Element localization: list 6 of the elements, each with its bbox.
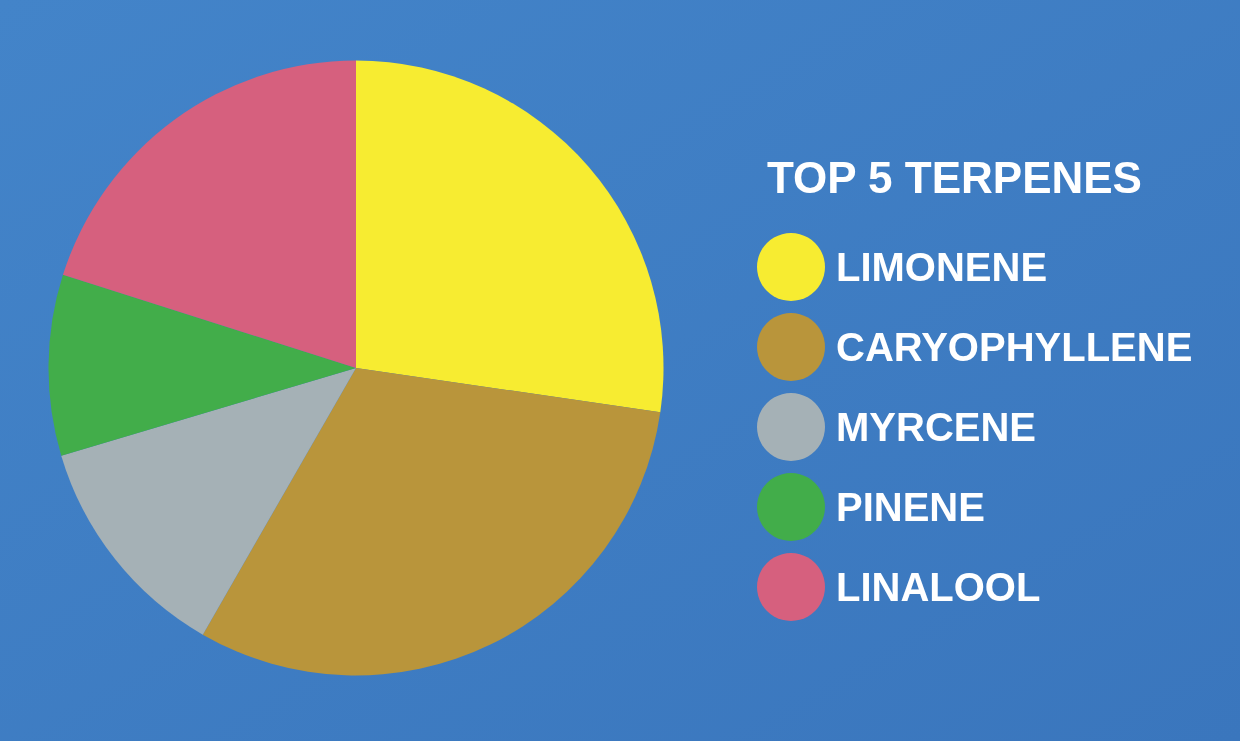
- legend-label: CARYOPHYLLENE: [836, 325, 1193, 369]
- legend-label: LINALOOL: [836, 565, 1041, 609]
- legend-label: PINENE: [836, 485, 985, 529]
- legend-label: LIMONENE: [836, 245, 1048, 289]
- legend-title: TOP 5 TERPENES: [767, 152, 1142, 202]
- legend-label: MYRCENE: [836, 405, 1037, 449]
